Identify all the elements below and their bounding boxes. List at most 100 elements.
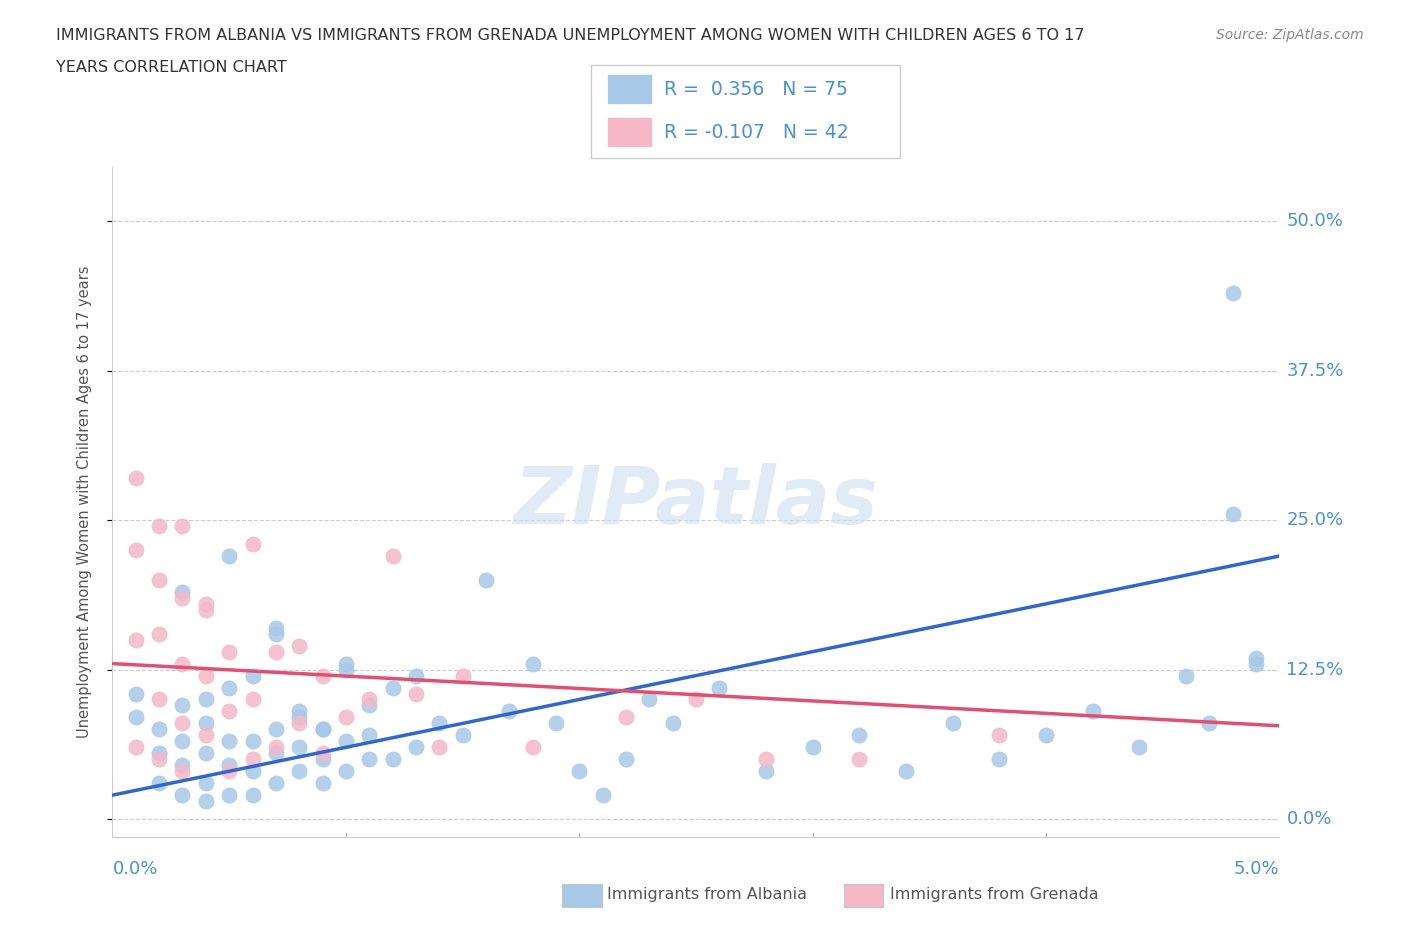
Point xyxy=(451,728,474,743)
Point xyxy=(218,680,240,695)
Point xyxy=(125,542,148,557)
Point xyxy=(1222,286,1244,300)
Point xyxy=(475,573,498,588)
Point xyxy=(335,662,357,677)
Point xyxy=(148,626,170,641)
Point xyxy=(288,764,311,778)
Text: YEARS CORRELATION CHART: YEARS CORRELATION CHART xyxy=(56,60,287,75)
Point xyxy=(405,686,427,701)
Point xyxy=(311,751,333,766)
Point xyxy=(311,746,333,761)
Point xyxy=(218,644,240,659)
Point xyxy=(264,746,287,761)
Point xyxy=(218,788,240,803)
Text: R = -0.107   N = 42: R = -0.107 N = 42 xyxy=(664,123,848,141)
Point xyxy=(359,728,381,743)
Text: R =  0.356   N = 75: R = 0.356 N = 75 xyxy=(664,80,848,99)
Point xyxy=(264,620,287,635)
Point xyxy=(125,632,148,647)
Point xyxy=(264,722,287,737)
Point xyxy=(172,734,194,749)
Point xyxy=(194,793,217,808)
Point xyxy=(172,758,194,773)
Point xyxy=(172,519,194,534)
Point xyxy=(614,710,637,724)
Point xyxy=(218,549,240,564)
Point xyxy=(427,740,450,755)
Point xyxy=(1035,728,1057,743)
Point xyxy=(335,657,357,671)
Point xyxy=(125,471,148,485)
Point xyxy=(264,626,287,641)
Point xyxy=(148,519,170,534)
Point xyxy=(381,680,404,695)
Point xyxy=(1244,650,1267,665)
Point xyxy=(148,746,170,761)
Point xyxy=(335,734,357,749)
Point xyxy=(1128,740,1150,755)
Point xyxy=(988,728,1011,743)
Point xyxy=(194,596,217,611)
Text: Source: ZipAtlas.com: Source: ZipAtlas.com xyxy=(1216,28,1364,42)
Point xyxy=(288,716,311,731)
Text: Immigrants from Grenada: Immigrants from Grenada xyxy=(890,887,1098,902)
Text: 37.5%: 37.5% xyxy=(1286,362,1344,379)
Point xyxy=(709,680,731,695)
Point xyxy=(194,776,217,790)
Point xyxy=(359,751,381,766)
Point xyxy=(1244,657,1267,671)
Text: IMMIGRANTS FROM ALBANIA VS IMMIGRANTS FROM GRENADA UNEMPLOYMENT AMONG WOMEN WITH: IMMIGRANTS FROM ALBANIA VS IMMIGRANTS FR… xyxy=(56,28,1085,43)
Point xyxy=(242,751,264,766)
Point xyxy=(522,657,544,671)
Point xyxy=(148,692,170,707)
Point xyxy=(381,751,404,766)
Point xyxy=(405,740,427,755)
Point xyxy=(988,751,1011,766)
Point xyxy=(172,584,194,599)
Point xyxy=(194,728,217,743)
Point xyxy=(848,728,870,743)
Text: 50.0%: 50.0% xyxy=(1286,212,1343,231)
Point xyxy=(288,704,311,719)
Point xyxy=(172,764,194,778)
Point xyxy=(311,776,333,790)
Point xyxy=(359,692,381,707)
Point xyxy=(148,751,170,766)
Point xyxy=(755,764,778,778)
Point xyxy=(172,657,194,671)
Text: ZIPatlas: ZIPatlas xyxy=(513,463,879,541)
Point xyxy=(125,686,148,701)
Point xyxy=(264,740,287,755)
Point xyxy=(427,716,450,731)
Point xyxy=(218,758,240,773)
Point xyxy=(544,716,567,731)
Point xyxy=(242,734,264,749)
Point xyxy=(335,710,357,724)
Point xyxy=(848,751,870,766)
Point xyxy=(311,722,333,737)
Point xyxy=(194,716,217,731)
Point xyxy=(1198,716,1220,731)
Point xyxy=(942,716,965,731)
Point xyxy=(755,751,778,766)
Text: 0.0%: 0.0% xyxy=(1286,810,1331,828)
Point xyxy=(498,704,520,719)
Point xyxy=(148,776,170,790)
Point xyxy=(148,573,170,588)
Point xyxy=(194,746,217,761)
Point xyxy=(242,764,264,778)
Point xyxy=(451,668,474,683)
Text: 5.0%: 5.0% xyxy=(1234,860,1279,878)
Point xyxy=(194,692,217,707)
Point xyxy=(148,722,170,737)
Point xyxy=(218,764,240,778)
Point xyxy=(288,710,311,724)
Y-axis label: Unemployment Among Women with Children Ages 6 to 17 years: Unemployment Among Women with Children A… xyxy=(77,266,91,738)
Point xyxy=(218,704,240,719)
Point xyxy=(685,692,707,707)
Point xyxy=(125,710,148,724)
Point xyxy=(288,740,311,755)
Text: Immigrants from Albania: Immigrants from Albania xyxy=(607,887,807,902)
Point xyxy=(1175,668,1198,683)
Point xyxy=(242,537,264,551)
